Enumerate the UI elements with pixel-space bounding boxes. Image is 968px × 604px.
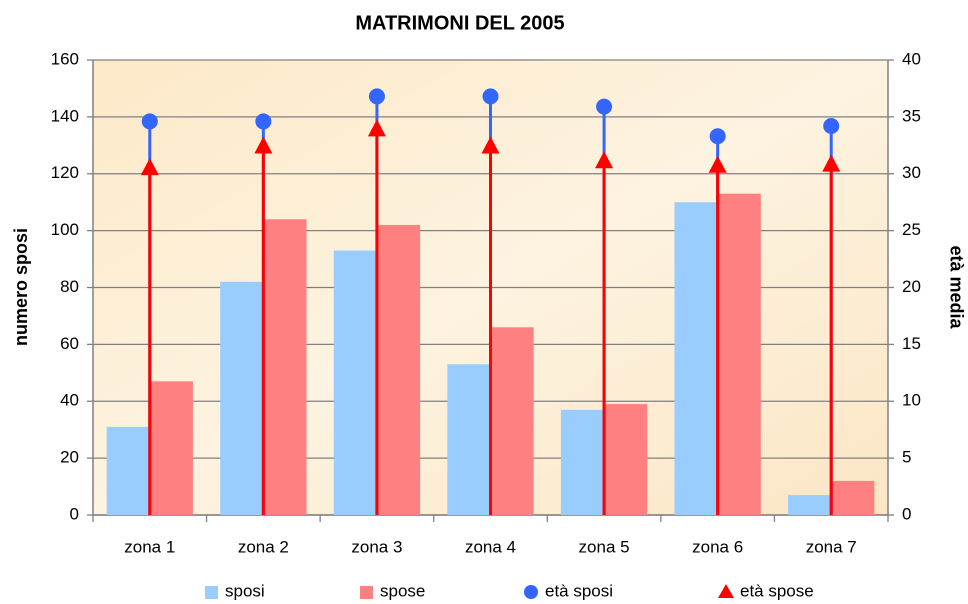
y2-tick-label: 25	[902, 220, 921, 239]
y-tick-label: 0	[70, 504, 79, 523]
bar	[263, 219, 307, 515]
legend-label: età spose	[740, 581, 814, 600]
marker-triangle	[595, 151, 614, 169]
legend-label: sposi	[225, 581, 265, 600]
y2-tick-label: 10	[902, 391, 921, 410]
bar	[717, 193, 761, 515]
y-tick-label: 140	[51, 106, 79, 125]
marker-triangle	[708, 155, 727, 173]
marker-triangle	[140, 158, 159, 176]
y2-axis-title: età media	[946, 245, 966, 329]
marker-triangle	[254, 136, 273, 154]
marker-circle	[368, 88, 385, 105]
legend-label: spose	[380, 581, 425, 600]
y-tick-label: 160	[51, 49, 79, 68]
bar	[490, 327, 534, 515]
legend-swatch	[360, 586, 373, 599]
marker-triangle	[481, 136, 500, 154]
marker-triangle	[822, 154, 841, 172]
x-tick-label: zona 3	[351, 537, 402, 556]
legend-label: età sposi	[545, 581, 613, 600]
y-tick-label: 60	[60, 334, 79, 353]
bar	[376, 224, 421, 515]
y-tick-label: 20	[60, 448, 79, 467]
marker-circle	[823, 117, 840, 134]
x-tick-label: zona 5	[579, 537, 630, 556]
chart-title: MATRIMONI DEL 2005	[355, 12, 564, 34]
x-tick-label: zona 7	[806, 537, 857, 556]
marker-triangle	[367, 119, 386, 137]
bar	[788, 495, 832, 515]
x-tick-label: zona 1	[124, 537, 175, 556]
y-tick-label: 80	[60, 277, 79, 296]
legend-swatch	[718, 584, 734, 598]
y2-tick-label: 35	[902, 106, 921, 125]
x-tick-label: zona 2	[238, 537, 289, 556]
x-tick-label: zona 4	[465, 537, 516, 556]
y2-tick-label: 40	[902, 49, 921, 68]
bar	[447, 364, 491, 515]
bar	[674, 202, 718, 515]
legend-swatch	[205, 586, 218, 599]
y-tick-label: 120	[51, 163, 79, 182]
bar	[560, 409, 605, 515]
marker-circle	[709, 128, 726, 145]
bar	[220, 281, 264, 515]
y-tick-label: 40	[60, 391, 79, 410]
y2-tick-label: 20	[902, 277, 921, 296]
bar	[333, 250, 377, 515]
bar	[106, 426, 150, 515]
marker-circle	[255, 113, 272, 130]
y2-tick-label: 15	[902, 334, 921, 353]
y2-tick-label: 5	[902, 448, 911, 467]
y-axis-title: numero sposi	[11, 228, 31, 346]
bar	[604, 404, 648, 515]
marker-circle	[596, 98, 613, 115]
marker-circle	[482, 88, 499, 105]
legend-swatch	[524, 585, 538, 599]
y-tick-label: 100	[51, 220, 79, 239]
bar	[831, 480, 875, 515]
marker-circle	[141, 113, 158, 130]
x-tick-label: zona 6	[692, 537, 743, 556]
y2-tick-label: 30	[902, 163, 921, 182]
bar	[149, 381, 193, 515]
y2-tick-label: 0	[902, 504, 911, 523]
